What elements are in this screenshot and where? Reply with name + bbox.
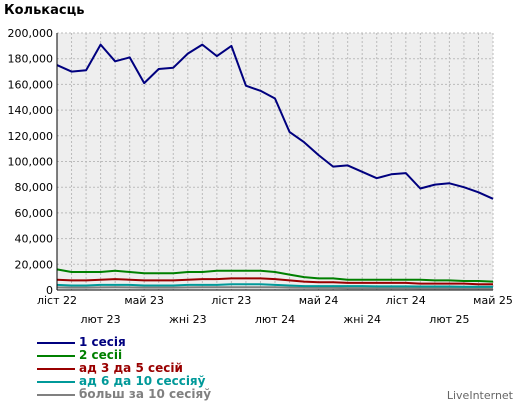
legend-swatch [37, 367, 75, 370]
legend-item: ад 3 да 5 сесій [37, 362, 211, 375]
x-tick-label: лют 24 [255, 313, 295, 326]
legend-swatch [37, 341, 75, 344]
legend-label: 2 сесіі [79, 348, 123, 362]
y-tick-label: 40,000 [15, 233, 54, 246]
y-axis-ticks: 0 20,000 40,000 60,000 80,000 100,000 120,000 1… [8, 27, 54, 297]
x-tick-label: ліст 22 [37, 294, 77, 307]
legend-label: 1 сесія [79, 335, 126, 349]
y-tick-label: 20,000 [15, 258, 54, 271]
x-tick-label: май 25 [473, 294, 513, 307]
y-tick-label: 60,000 [15, 207, 54, 220]
series-line-1 [56, 43, 494, 200]
series-line-5 [56, 286, 493, 290]
legend-swatch [37, 380, 75, 383]
brand-label: LiveInternet [446, 389, 513, 402]
x-tick-label: лют 23 [80, 313, 120, 326]
series-line-4 [56, 283, 494, 288]
series-line-3 [56, 277, 493, 286]
x-tick-label: май 23 [124, 294, 164, 307]
y-tick-label: 160,000 [8, 78, 54, 91]
y-tick-label: 80,000 [15, 181, 54, 194]
legend-swatch [37, 393, 75, 396]
x-tick-label: май 24 [299, 294, 339, 307]
legend-item: больш за 10 сесіяў [37, 388, 211, 401]
legend-swatch [37, 354, 75, 357]
legend-label: больш за 10 сесіяў [79, 387, 212, 401]
legend-item: ад 6 да 10 сессіяў [37, 375, 211, 388]
legend: 1 сесія 2 сесіі ад 3 да 5 сесій ад 6 да 10 … [37, 336, 211, 401]
legend-item: 2 сесіі [37, 349, 211, 362]
line-chart: 0 20,000 40,000 60,000 80,000 100,000 120,000 1… [8, 27, 513, 326]
y-tick-label: 180,000 [8, 53, 54, 66]
y-tick-label: 100,000 [8, 156, 54, 169]
x-tick-label: жні 24 [343, 313, 381, 326]
y-tick-label: 0 [46, 284, 53, 297]
series-line-2 [56, 268, 494, 283]
x-tick-label: лют 25 [429, 313, 469, 326]
y-tick-label: 200,000 [8, 27, 54, 40]
y-tick-label: 140,000 [8, 104, 54, 117]
x-tick-label: ліст 24 [386, 294, 426, 307]
legend-label: ад 6 да 10 сессіяў [79, 374, 206, 388]
legend-item: 1 сесія [37, 336, 211, 349]
y-tick-label: 120,000 [8, 130, 54, 143]
chart-title: Колькасць [4, 3, 85, 18]
x-tick-label: ліст 23 [211, 294, 251, 307]
legend-label: ад 3 да 5 сесій [79, 361, 183, 375]
series-lines [56, 43, 494, 290]
x-tick-label: жні 23 [169, 313, 207, 326]
